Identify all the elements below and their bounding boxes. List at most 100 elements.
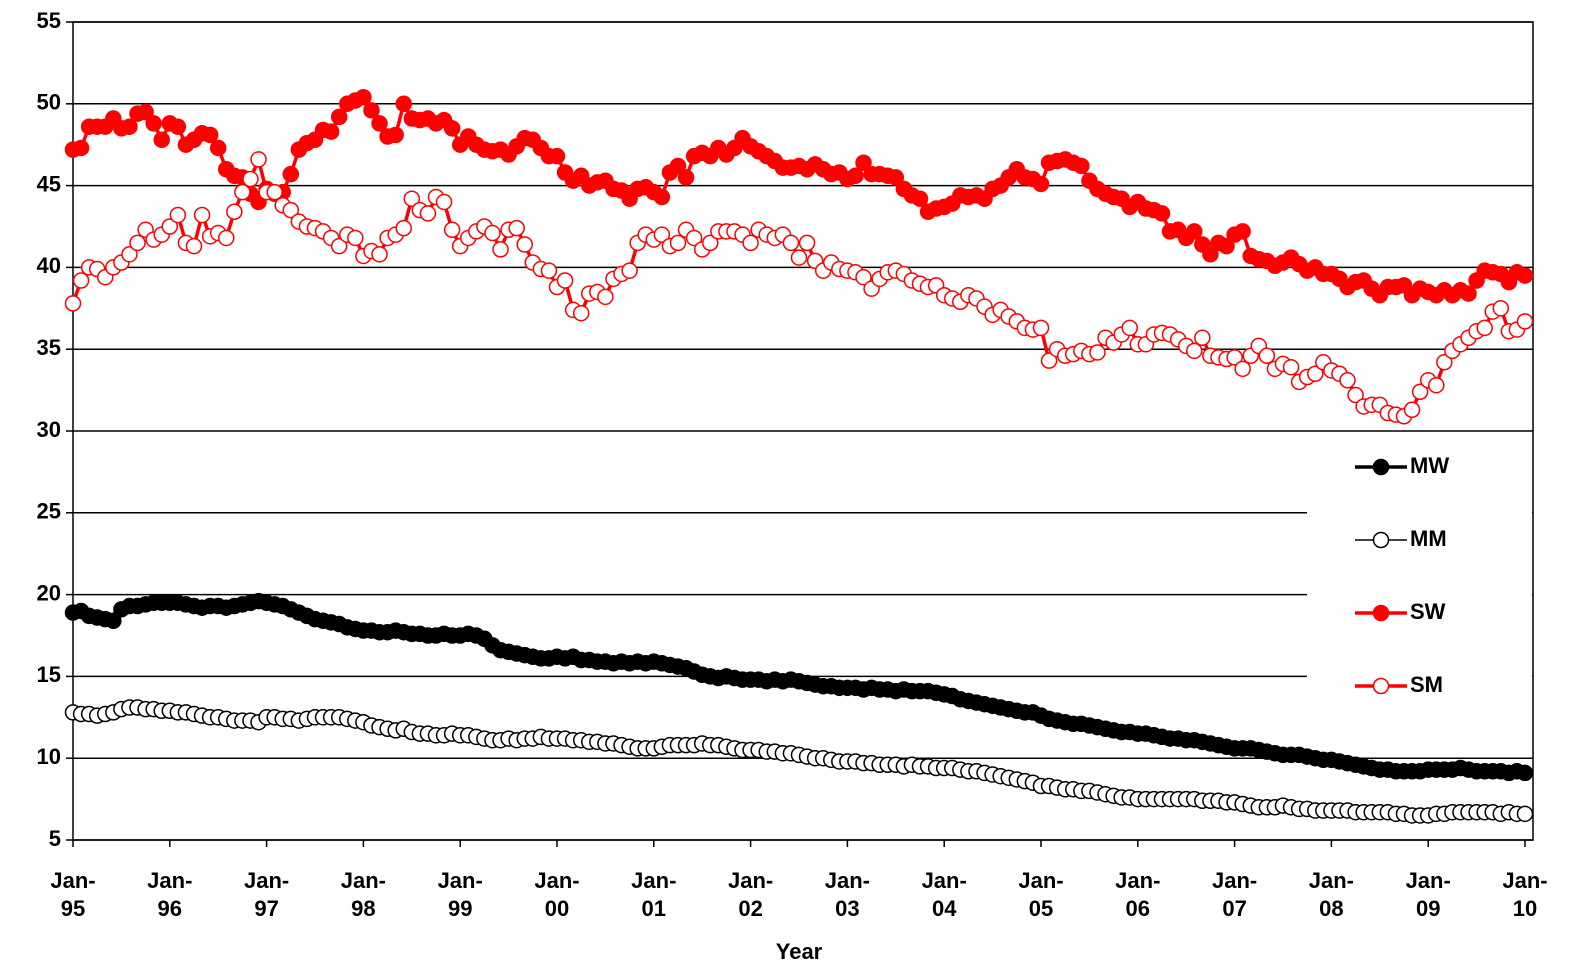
data-point (1403, 401, 1421, 418)
data-point (1516, 805, 1534, 823)
data-point (1411, 383, 1429, 400)
y-tick-label: 5 (49, 826, 61, 851)
data-point (669, 234, 687, 252)
data-point (855, 154, 872, 171)
data-point (282, 201, 300, 219)
legend-marker (1372, 458, 1390, 476)
data-point (387, 126, 404, 144)
data-point (1492, 300, 1510, 317)
data-point (395, 95, 412, 113)
data-point (443, 120, 461, 137)
data-point (1073, 157, 1090, 175)
x-tick-label: Jan-07 (1212, 868, 1257, 921)
data-point (121, 118, 138, 135)
x-tick-label: Jan-10 (1502, 868, 1547, 921)
data-point (1307, 365, 1324, 382)
y-tick-label: 40 (37, 253, 61, 278)
data-point (1040, 352, 1058, 369)
data-point (153, 131, 170, 149)
legend-label: SM (1410, 672, 1443, 697)
data-point (1339, 372, 1356, 389)
data-point (145, 115, 162, 132)
data-point (798, 234, 816, 252)
x-tick-label: Jan-03 (825, 868, 870, 921)
data-point (72, 139, 90, 157)
data-point (782, 234, 800, 252)
data-point (685, 229, 703, 247)
data-point (1258, 347, 1276, 364)
data-point (266, 183, 283, 201)
legend-box (1307, 440, 1532, 710)
data-point (516, 236, 533, 253)
data-point (621, 262, 638, 279)
data-point (887, 169, 905, 186)
data-point (282, 165, 300, 183)
data-point (355, 89, 372, 106)
data-point (435, 193, 453, 211)
data-point (193, 206, 211, 224)
data-point (484, 224, 501, 242)
data-point (1194, 329, 1211, 346)
data-point (1121, 319, 1138, 337)
data-point (169, 206, 187, 224)
data-point (1476, 319, 1493, 337)
legend-label: MM (1410, 526, 1447, 551)
data-point (572, 304, 590, 322)
x-tick-label: Jan-96 (147, 868, 192, 921)
y-tick-label: 35 (37, 335, 61, 360)
x-tick-label: Jan-00 (534, 868, 579, 921)
data-point (1516, 764, 1534, 782)
data-point (847, 167, 864, 185)
data-point (1428, 376, 1445, 394)
data-point (1234, 223, 1251, 240)
legend-marker (1372, 604, 1390, 622)
data-point (548, 147, 566, 165)
y-tick-label: 15 (37, 662, 61, 687)
data-point (226, 203, 243, 221)
data-point (1153, 205, 1171, 222)
data-point (911, 190, 929, 207)
data-point (137, 103, 154, 121)
data-point (371, 115, 388, 132)
data-point (1202, 246, 1219, 263)
data-point (322, 123, 340, 140)
data-point (653, 226, 671, 243)
data-point (395, 219, 412, 237)
y-tick-label: 45 (37, 171, 61, 196)
y-tick-label: 25 (37, 499, 61, 524)
data-point (161, 218, 179, 235)
y-tick-label: 55 (37, 8, 61, 33)
data-point (1436, 354, 1453, 371)
data-point (234, 183, 251, 201)
data-point (790, 249, 808, 266)
data-point (1234, 360, 1251, 378)
data-point (669, 157, 687, 175)
data-point (508, 219, 525, 237)
data-point (556, 272, 574, 289)
data-point (185, 237, 203, 255)
y-tick-label: 10 (37, 744, 61, 769)
data-point (209, 139, 227, 157)
x-tick-label: Jan-95 (50, 868, 95, 921)
x-tick-label: Jan-99 (438, 868, 483, 921)
x-tick-label: Jan-08 (1309, 868, 1354, 921)
data-point (1347, 386, 1364, 404)
data-point (419, 205, 437, 222)
data-point (677, 169, 695, 186)
data-point (363, 102, 380, 119)
legend-marker (1372, 531, 1390, 549)
y-tick-label: 50 (37, 90, 61, 115)
data-point (1516, 267, 1534, 284)
data-point (64, 295, 82, 312)
data-point (169, 118, 187, 135)
data-point (1460, 285, 1477, 302)
data-point (72, 272, 90, 289)
data-point (1032, 319, 1050, 337)
data-point (1516, 313, 1534, 330)
x-axis-label: Year (776, 939, 823, 964)
x-tick-label: Jan-04 (922, 868, 967, 921)
y-tick-label: 20 (37, 580, 61, 605)
data-point (330, 108, 348, 126)
